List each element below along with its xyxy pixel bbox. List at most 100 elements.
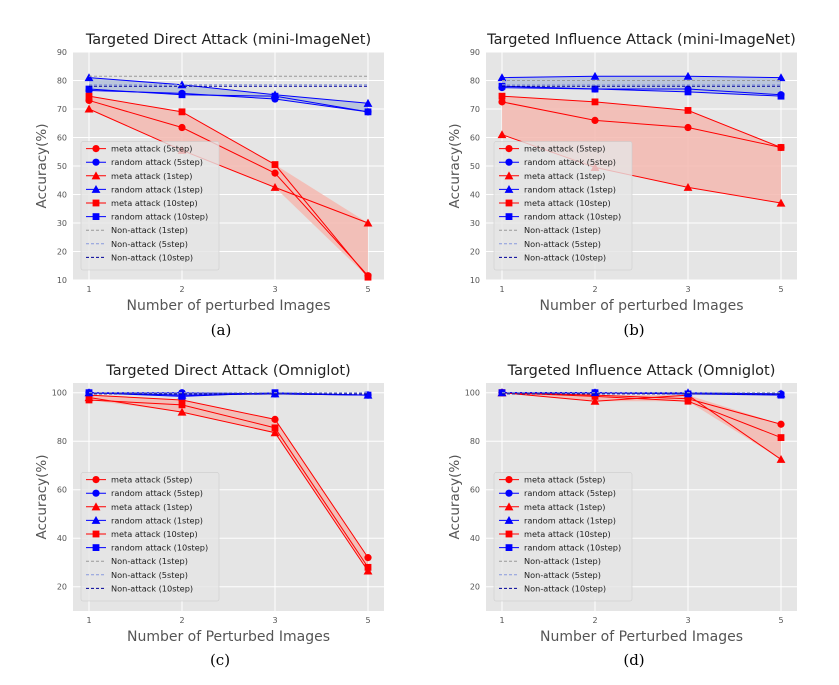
data-point-meta-attack-10step bbox=[178, 401, 186, 409]
data-point-random-attack-10step bbox=[777, 391, 785, 399]
data-point-random-attack-10step bbox=[364, 391, 372, 399]
legend-marker-meta-attack-1step bbox=[504, 171, 514, 180]
caption-b: (b) bbox=[623, 321, 645, 339]
legend-label-meta-attack-10step: meta attack (10step) bbox=[524, 198, 611, 208]
data-point-meta-attack-1step bbox=[497, 130, 507, 139]
data-point-random-attack-10step bbox=[178, 91, 186, 99]
legend-label-non-attack-1step: Non-attack (1step) bbox=[111, 556, 188, 566]
x-axis-label: Number of perturbed Images bbox=[540, 298, 744, 314]
x-tick-label: 3 bbox=[272, 285, 277, 294]
y-axis-label: Accuracy(%) bbox=[34, 124, 50, 209]
legend-label-meta-attack-1step: meta attack (1step) bbox=[524, 171, 605, 181]
legend-label-random-attack-1step: random attack (1step) bbox=[524, 515, 616, 525]
data-point-random-attack-1step bbox=[590, 71, 600, 80]
caption-c: (c) bbox=[209, 651, 231, 669]
legend-label-non-attack-5step: Non-attack (5step) bbox=[524, 570, 601, 580]
legend-box bbox=[493, 141, 633, 271]
series-line-meta-attack-10step bbox=[88, 95, 369, 278]
data-point-meta-attack-5step bbox=[364, 554, 372, 562]
data-point-meta-attack-10step bbox=[364, 563, 372, 571]
legend: meta attack (5step) random attack (5step)… bbox=[493, 472, 633, 602]
data-point-meta-attack-5step bbox=[178, 123, 186, 132]
legend-label-non-attack-10step: Non-attack (10step) bbox=[524, 583, 606, 593]
legend-box bbox=[493, 472, 633, 602]
x-tick-label: 2 bbox=[179, 285, 184, 294]
legend-label-meta-attack-1step: meta attack (1step) bbox=[111, 171, 192, 181]
legend-label-random-attack-5step: random attack (5step) bbox=[524, 488, 616, 498]
data-point-random-attack-10step bbox=[364, 108, 372, 116]
y-axis-label: Accuracy(%) bbox=[447, 124, 463, 209]
y-tick-label: 80 bbox=[470, 437, 480, 446]
legend-label-non-attack-1step: Non-attack (1step) bbox=[524, 225, 601, 235]
random-attack-band bbox=[502, 76, 781, 97]
series-line-meta-attack-10step bbox=[501, 95, 782, 148]
series-line-meta-attack-1step bbox=[88, 397, 369, 572]
legend-marker-random-attack-1step bbox=[504, 516, 514, 524]
y-tick-label: 20 bbox=[57, 248, 67, 257]
legend-label-non-attack-5step: Non-attack (5step) bbox=[111, 570, 188, 580]
legend-label-random-attack-10step: random attack (10step) bbox=[524, 543, 621, 553]
y-tick-label: 20 bbox=[470, 248, 480, 257]
legend-marker-random-attack-5step bbox=[505, 489, 513, 497]
y-tick-label: 50 bbox=[57, 162, 67, 171]
data-point-meta-attack-10step bbox=[178, 108, 186, 116]
y-tick-label: 20 bbox=[57, 583, 67, 592]
data-point-meta-attack-5step bbox=[498, 98, 506, 106]
data-point-meta-attack-1step bbox=[590, 396, 600, 405]
chart-title: Targeted Influence Attack (Omniglot) bbox=[507, 363, 776, 379]
y-axis-label: Accuracy(%) bbox=[447, 455, 463, 540]
y-tick-label: 60 bbox=[470, 486, 480, 495]
data-point-random-attack-10step bbox=[777, 92, 785, 100]
y-tick-label: 70 bbox=[57, 105, 67, 114]
series-line-meta-attack-5step bbox=[88, 394, 369, 558]
series-line-meta-attack-5step bbox=[501, 101, 782, 148]
data-point-meta-attack-10step bbox=[591, 98, 599, 106]
legend-marker-meta-attack-10step bbox=[505, 199, 513, 207]
y-tick-label: 40 bbox=[57, 534, 67, 543]
legend-marker-meta-attack-10step bbox=[505, 530, 513, 538]
chart-title: Targeted Influence Attack (mini-ImageNet… bbox=[486, 32, 796, 48]
data-point-meta-attack-1step bbox=[363, 218, 373, 227]
data-point-random-attack-1step bbox=[84, 73, 94, 82]
data-point-random-attack-10step bbox=[271, 92, 279, 100]
series-line-random-attack-1step bbox=[88, 77, 369, 104]
x-tick-label: 5 bbox=[778, 616, 783, 625]
legend-box bbox=[80, 472, 220, 602]
x-tick-label: 3 bbox=[685, 616, 690, 625]
y-tick-label: 60 bbox=[57, 134, 67, 143]
legend-label-random-attack-5step: random attack (5step) bbox=[524, 157, 616, 167]
series-line-random-attack-1step bbox=[501, 75, 782, 79]
data-point-meta-attack-1step bbox=[776, 198, 786, 207]
series-line-meta-attack-10step bbox=[88, 399, 369, 568]
caption-d: (d) bbox=[623, 651, 645, 669]
y-tick-label: 40 bbox=[470, 534, 480, 543]
legend-label-meta-attack-5step: meta attack (5step) bbox=[524, 144, 605, 154]
series-line-random-attack-10step bbox=[88, 88, 369, 113]
data-point-meta-attack-5step bbox=[777, 420, 785, 428]
legend-label-meta-attack-1step: meta attack (1step) bbox=[111, 502, 192, 512]
legend-label-meta-attack-1step: meta attack (1step) bbox=[524, 502, 605, 512]
chart-title: Targeted Direct Attack (Omniglot) bbox=[105, 363, 350, 379]
chart-panel-2: 10 20 30 40 50 60 70 80 90 1 2 3 5 meta attack (5step… bbox=[447, 32, 797, 314]
series-line-meta-attack-5step bbox=[88, 99, 369, 277]
x-tick-label: 1 bbox=[86, 285, 91, 294]
data-point-meta-attack-1step bbox=[177, 407, 187, 416]
legend-label-non-attack-10step: Non-attack (10step) bbox=[111, 583, 193, 593]
legend-label-meta-attack-5step: meta attack (5step) bbox=[524, 475, 605, 485]
y-tick-label: 60 bbox=[57, 486, 67, 495]
legend-marker-meta-attack-1step bbox=[91, 502, 101, 511]
legend-marker-meta-attack-10step bbox=[92, 199, 100, 207]
data-point-meta-attack-10step bbox=[85, 92, 93, 100]
series-line-meta-attack-1step bbox=[88, 108, 369, 224]
data-point-meta-attack-1step bbox=[683, 182, 693, 191]
legend-marker-random-attack-1step bbox=[91, 516, 101, 524]
legend-marker-random-attack-10step bbox=[505, 544, 513, 551]
y-tick-label: 100 bbox=[465, 389, 480, 398]
legend-marker-meta-attack-5step bbox=[505, 476, 513, 484]
legend-label-meta-attack-5step: meta attack (5step) bbox=[111, 475, 192, 485]
x-tick-label: 2 bbox=[592, 616, 597, 625]
meta-attack-band bbox=[502, 392, 781, 460]
legend-label-non-attack-10step: Non-attack (10step) bbox=[111, 252, 193, 262]
data-point-random-attack-1step bbox=[683, 71, 693, 80]
